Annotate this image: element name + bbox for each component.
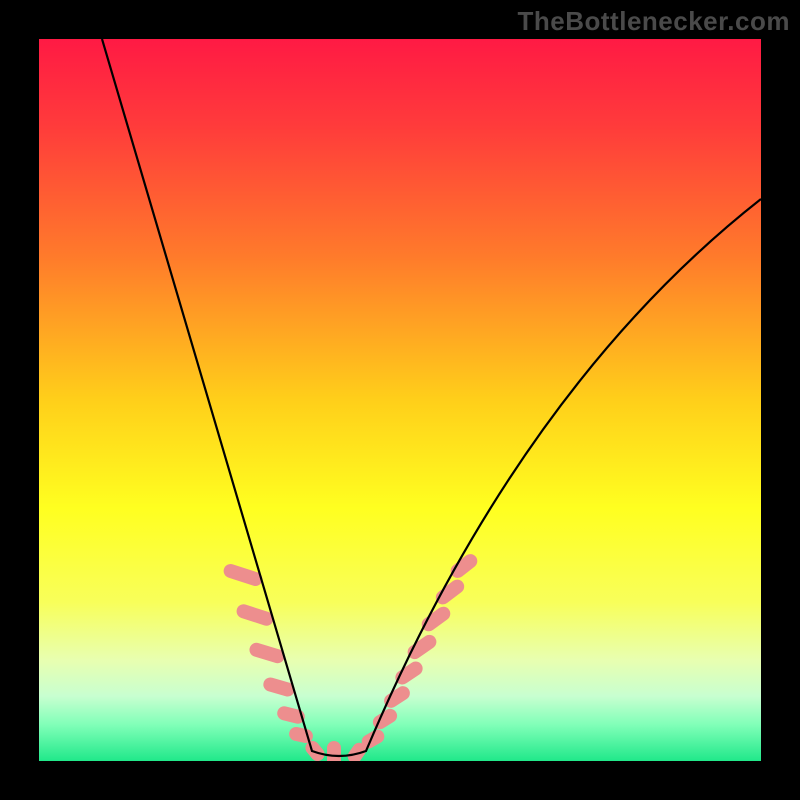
watermark-text: TheBottlenecker.com — [518, 6, 790, 37]
marker-capsule — [393, 659, 426, 687]
curve-overlay — [39, 39, 761, 761]
marker-capsule — [419, 604, 453, 634]
marker-capsule — [405, 632, 439, 662]
marker-capsule — [433, 577, 467, 607]
plot-area — [39, 39, 761, 761]
marker-capsule — [448, 551, 480, 581]
marker-band — [222, 551, 480, 761]
marker-capsule — [327, 741, 341, 761]
